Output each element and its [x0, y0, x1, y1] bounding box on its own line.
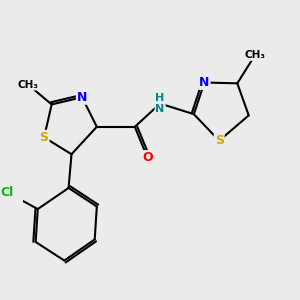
- Text: Cl: Cl: [0, 186, 14, 199]
- Text: O: O: [142, 151, 153, 164]
- Text: CH₃: CH₃: [18, 80, 39, 90]
- Text: N: N: [77, 91, 87, 104]
- Text: S: S: [215, 134, 224, 147]
- Text: S: S: [40, 131, 49, 144]
- Text: CH₃: CH₃: [244, 50, 266, 60]
- Text: H
N: H N: [155, 93, 165, 114]
- Text: N: N: [199, 76, 210, 89]
